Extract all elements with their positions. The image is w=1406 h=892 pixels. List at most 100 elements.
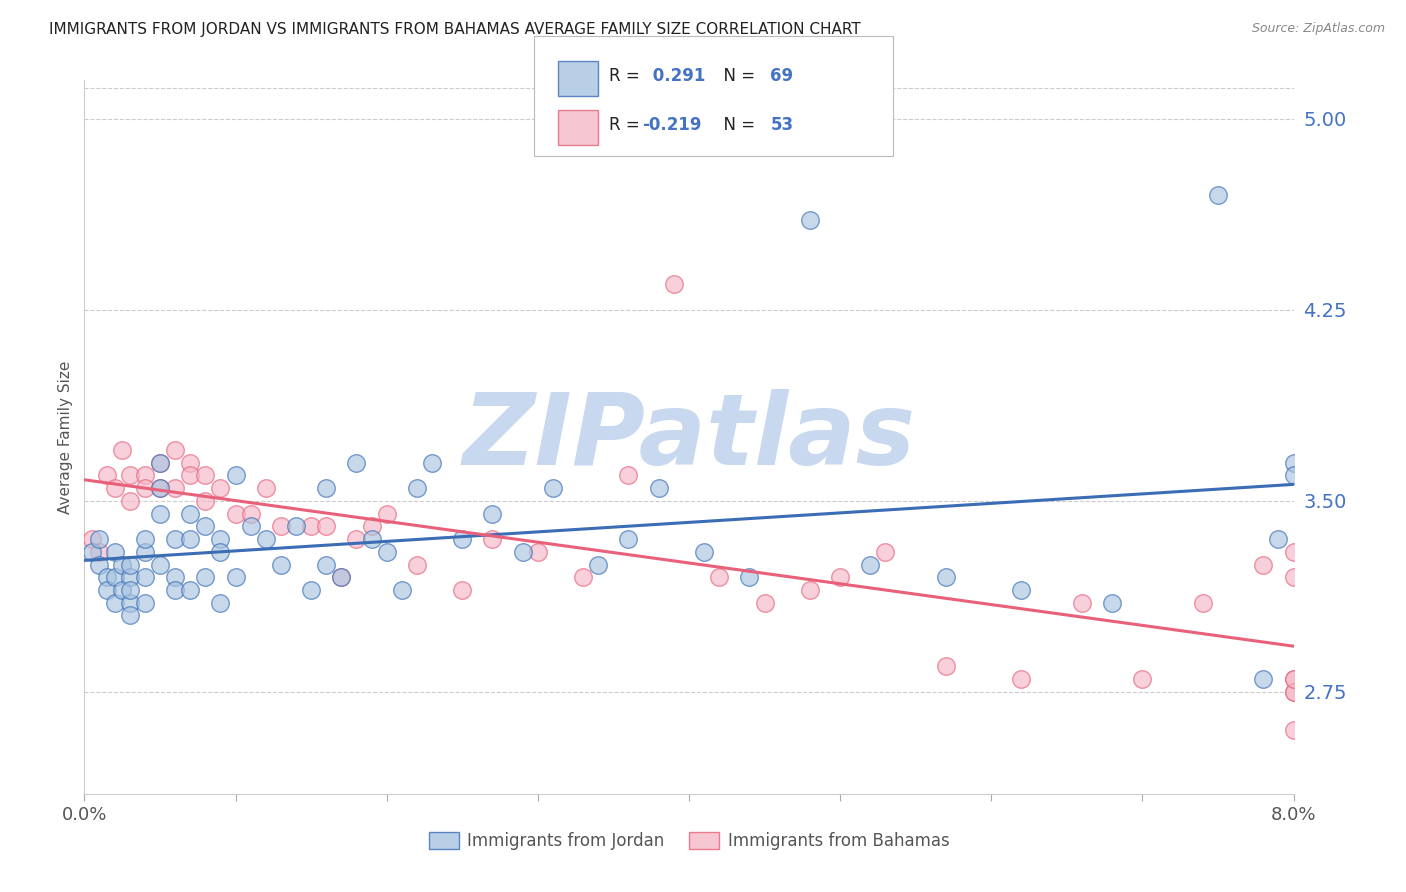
Point <box>360 519 382 533</box>
Text: -0.219: -0.219 <box>643 116 702 134</box>
Point <box>104 481 127 495</box>
Point <box>617 532 640 546</box>
Point <box>1192 596 1215 610</box>
Point <box>315 558 337 572</box>
Point <box>451 532 474 546</box>
Text: Source: ZipAtlas.com: Source: ZipAtlas.com <box>1251 22 1385 36</box>
Point <box>512 545 534 559</box>
Point <box>149 481 172 495</box>
Point <box>209 532 232 546</box>
Point <box>96 582 118 597</box>
Point <box>662 277 685 292</box>
Point <box>799 213 821 227</box>
Text: 0.291: 0.291 <box>647 67 706 85</box>
Text: 69: 69 <box>770 67 793 85</box>
Point <box>118 596 141 610</box>
Point <box>118 468 141 483</box>
Point <box>1282 672 1305 686</box>
Point <box>104 545 127 559</box>
Point <box>239 519 262 533</box>
Point <box>118 608 141 623</box>
Point <box>299 519 322 533</box>
Point <box>209 596 232 610</box>
Point <box>541 481 564 495</box>
Point <box>738 570 761 584</box>
Point <box>149 481 172 495</box>
Point <box>406 558 429 572</box>
Point <box>104 596 127 610</box>
Point <box>149 456 172 470</box>
Point <box>935 570 957 584</box>
Point <box>111 558 134 572</box>
Point <box>179 468 201 483</box>
Point <box>1282 570 1305 584</box>
Point <box>118 582 141 597</box>
Point <box>134 468 156 483</box>
Text: IMMIGRANTS FROM JORDAN VS IMMIGRANTS FROM BAHAMAS AVERAGE FAMILY SIZE CORRELATIO: IMMIGRANTS FROM JORDAN VS IMMIGRANTS FRO… <box>49 22 860 37</box>
Point <box>165 442 187 457</box>
Point <box>209 545 232 559</box>
Point <box>254 481 277 495</box>
Point <box>346 456 368 470</box>
Point <box>1253 672 1275 686</box>
Point <box>179 456 201 470</box>
Point <box>194 468 217 483</box>
Point <box>1282 685 1305 699</box>
Text: R =: R = <box>609 67 645 85</box>
Point <box>1282 685 1305 699</box>
Point <box>451 582 474 597</box>
Text: 53: 53 <box>770 116 793 134</box>
Point <box>406 481 429 495</box>
Point <box>754 596 776 610</box>
Point <box>420 456 443 470</box>
Point <box>225 570 247 584</box>
Point <box>285 519 308 533</box>
Point <box>270 519 292 533</box>
Point <box>588 558 610 572</box>
Point <box>165 570 187 584</box>
Text: R =: R = <box>609 116 645 134</box>
Point <box>1253 558 1275 572</box>
Point <box>830 570 852 584</box>
Point <box>165 532 187 546</box>
Point <box>1071 596 1094 610</box>
Point <box>134 570 156 584</box>
Point <box>1267 532 1289 546</box>
Point <box>375 545 398 559</box>
Point <box>481 507 503 521</box>
Point <box>134 481 156 495</box>
Point <box>239 507 262 521</box>
Point <box>194 519 217 533</box>
Legend: Immigrants from Jordan, Immigrants from Bahamas: Immigrants from Jordan, Immigrants from … <box>422 825 956 857</box>
Point <box>80 545 103 559</box>
Point <box>617 468 640 483</box>
Point <box>1011 672 1033 686</box>
Point <box>179 582 201 597</box>
Point <box>315 481 337 495</box>
Point <box>149 456 172 470</box>
Point <box>299 582 322 597</box>
Point <box>96 468 118 483</box>
Point <box>648 481 671 495</box>
Point <box>572 570 595 584</box>
Point <box>799 582 821 597</box>
Point <box>165 582 187 597</box>
Point <box>149 558 172 572</box>
Point <box>111 442 134 457</box>
Point <box>209 481 232 495</box>
Point <box>179 507 201 521</box>
Point <box>1132 672 1154 686</box>
Point <box>391 582 413 597</box>
Point <box>875 545 897 559</box>
Point <box>1101 596 1123 610</box>
Point <box>693 545 716 559</box>
Point <box>330 570 353 584</box>
Point <box>330 570 353 584</box>
Point <box>134 596 156 610</box>
Text: ZIPatlas: ZIPatlas <box>463 389 915 485</box>
Point <box>89 545 111 559</box>
Point <box>134 545 156 559</box>
Point <box>859 558 882 572</box>
Point <box>1282 672 1305 686</box>
Point <box>1011 582 1033 597</box>
